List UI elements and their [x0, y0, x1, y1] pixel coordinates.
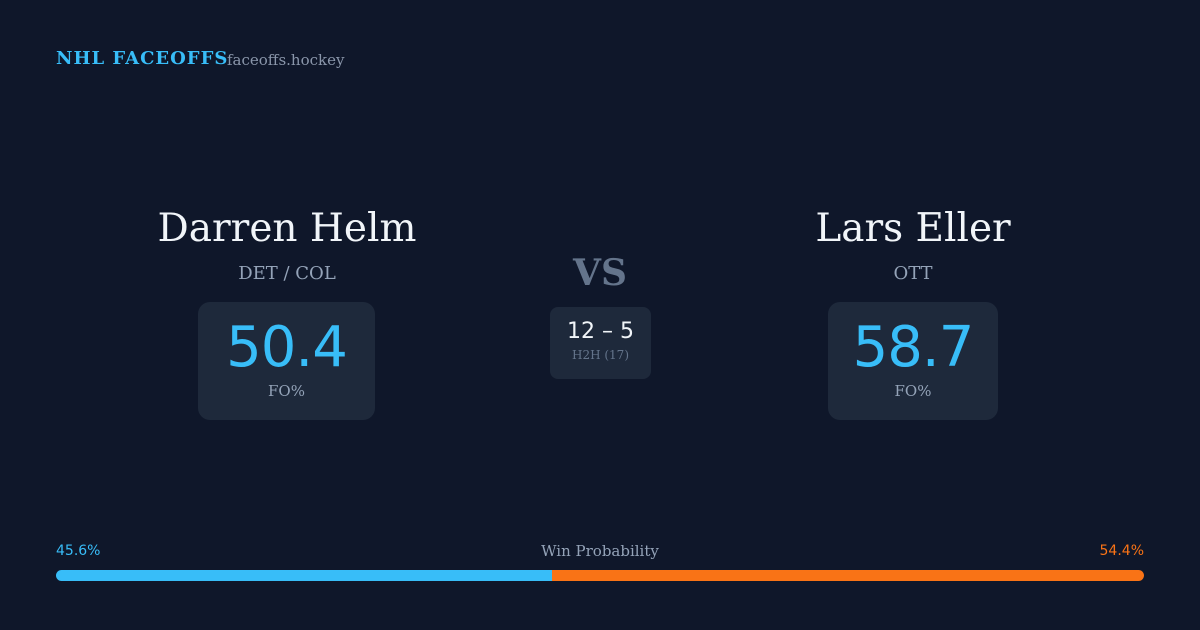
- stat-label: FO%: [894, 382, 932, 400]
- player-name: Lars Eller: [815, 206, 1011, 251]
- stat-value: 50.4: [226, 315, 348, 380]
- vs-label: VS: [573, 252, 627, 294]
- h2h-box: 12 – 5 H2H (17): [550, 307, 651, 379]
- prob-segment: [552, 570, 1144, 581]
- stat-box: 50.4 FO%: [198, 302, 375, 420]
- stat-label: FO%: [268, 382, 305, 400]
- site: faceoffs.hockey: [227, 51, 345, 69]
- player-team: DET / COL: [238, 263, 336, 284]
- player-name: Darren Helm: [157, 206, 417, 251]
- right-prob: 54.4%: [1099, 543, 1144, 559]
- brand: NHL FACEOFFS: [56, 48, 229, 69]
- prob-segment: [56, 570, 553, 581]
- prob-title: Win Probability: [541, 542, 659, 560]
- stat-box: 58.7 FO%: [828, 302, 998, 420]
- prob-bar: [56, 570, 1144, 581]
- left-prob: 45.6%: [56, 543, 101, 559]
- h2h-record: 12 – 5: [567, 319, 634, 344]
- stat-value: 58.7: [852, 315, 975, 380]
- player-team: OTT: [893, 263, 933, 284]
- h2h-label: H2H (17): [571, 348, 629, 362]
